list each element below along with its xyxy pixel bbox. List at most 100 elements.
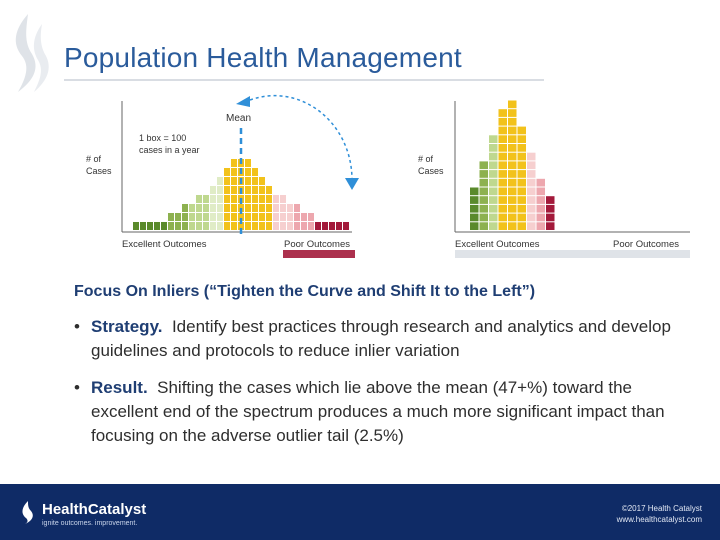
left-x-end-label: Poor Outcomes — [284, 239, 350, 250]
case-box — [470, 196, 479, 204]
case-box — [517, 170, 526, 178]
left-x-start-label: Excellent Outcomes — [122, 239, 207, 250]
case-box — [527, 187, 536, 196]
bullet-marker: • — [74, 317, 80, 336]
result-keyword: Result. — [91, 378, 148, 397]
case-box — [224, 204, 230, 212]
case-box — [489, 178, 498, 187]
case-box — [245, 168, 251, 176]
shift-arrowhead-bottom — [345, 178, 359, 190]
strategy-bullet: • Strategy. Identify best practices throu… — [74, 315, 701, 363]
case-box — [280, 204, 286, 212]
case-box — [203, 195, 209, 203]
case-box — [508, 135, 517, 143]
right-outcome-strip — [455, 250, 690, 258]
case-box — [217, 177, 223, 185]
case-box — [224, 186, 230, 194]
case-box — [498, 196, 507, 204]
case-box — [489, 161, 498, 170]
case-box — [245, 186, 251, 194]
case-box — [259, 195, 265, 203]
case-box — [536, 187, 545, 196]
case-box — [294, 213, 300, 221]
box-note-line2: cases in a year — [139, 145, 200, 155]
case-box — [294, 222, 300, 230]
case-box — [498, 222, 507, 230]
case-box — [527, 161, 536, 170]
case-box — [210, 204, 216, 212]
right-x-start-label: Excellent Outcomes — [455, 239, 540, 250]
case-box — [210, 195, 216, 203]
case-box — [231, 204, 237, 212]
case-box — [259, 204, 265, 212]
case-box — [517, 152, 526, 161]
case-box — [287, 204, 293, 212]
case-box — [508, 204, 517, 213]
case-box — [231, 159, 237, 167]
case-box — [498, 187, 507, 196]
case-box — [508, 222, 517, 230]
case-box — [308, 213, 314, 221]
case-box — [479, 222, 488, 230]
footer-copyright-block: ©2017 Health Catalyst www.healthcatalyst… — [617, 503, 702, 525]
case-box — [498, 170, 507, 178]
case-box — [266, 213, 272, 221]
case-box — [217, 222, 223, 230]
case-box — [470, 204, 479, 213]
website-link[interactable]: www.healthcatalyst.com — [616, 515, 702, 524]
case-box — [154, 222, 160, 230]
strategy-text: Identify best practices through research… — [91, 317, 671, 360]
case-box — [517, 187, 526, 196]
case-box — [498, 144, 507, 152]
case-box — [259, 177, 265, 185]
case-box — [489, 204, 498, 213]
case-box — [196, 213, 202, 221]
case-box — [161, 222, 167, 230]
case-box — [517, 178, 526, 187]
copyright-text: ©2017 Health Catalyst — [621, 504, 702, 513]
case-box — [280, 213, 286, 221]
case-box — [252, 195, 258, 203]
case-box — [252, 222, 258, 230]
case-box — [498, 178, 507, 187]
case-box — [470, 222, 479, 230]
case-box — [479, 196, 488, 204]
case-box — [217, 213, 223, 221]
case-box — [536, 196, 545, 204]
case-box — [508, 144, 517, 152]
case-box — [217, 204, 223, 212]
case-box — [508, 178, 517, 187]
case-box — [259, 222, 265, 230]
case-box — [546, 204, 555, 213]
case-box — [210, 213, 216, 221]
brand-tagline: ignite outcomes. improvement. — [42, 520, 138, 527]
case-box — [196, 195, 202, 203]
case-box — [508, 196, 517, 204]
case-box — [252, 186, 258, 194]
case-box — [203, 204, 209, 212]
footer-bar: HealthCatalyst ignite outcomes. improvem… — [0, 484, 720, 540]
case-box — [498, 126, 507, 135]
case-box — [527, 204, 536, 213]
case-box — [329, 222, 335, 230]
case-box — [273, 204, 279, 212]
case-box — [175, 213, 181, 221]
case-box — [217, 186, 223, 194]
case-box — [508, 213, 517, 222]
case-box — [294, 204, 300, 212]
case-box — [308, 222, 314, 230]
case-box — [182, 222, 188, 230]
case-box — [489, 187, 498, 196]
case-box — [489, 135, 498, 143]
case-box — [168, 222, 174, 230]
case-box — [245, 204, 251, 212]
case-box — [546, 222, 555, 230]
box-note-line1: 1 box = 100 — [139, 133, 186, 143]
case-box — [273, 213, 279, 221]
case-box — [527, 170, 536, 178]
case-box — [245, 222, 251, 230]
case-box — [189, 213, 195, 221]
case-box — [536, 213, 545, 222]
case-box — [224, 195, 230, 203]
case-box — [182, 213, 188, 221]
